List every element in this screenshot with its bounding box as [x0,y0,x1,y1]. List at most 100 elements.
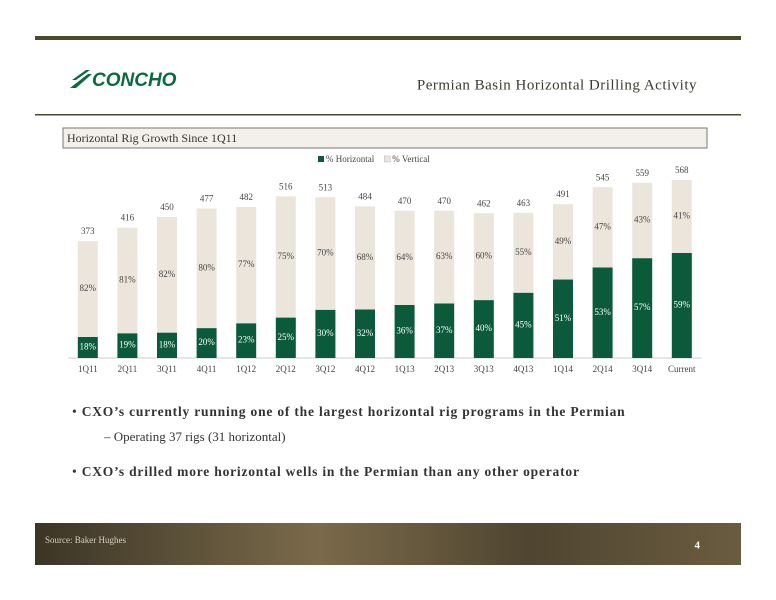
source: Source: Baker Hughes [45,535,126,545]
data-label: 32% [357,328,374,338]
bar-segment [236,206,257,324]
data-label: 60% [476,251,493,261]
data-label: 47% [594,221,611,231]
x-tick-label: 1Q12 [236,364,256,374]
bar-segment [553,279,573,358]
total-label: 484 [358,191,372,201]
data-label: 49% [555,236,572,246]
chart-title: Horizontal Rig Growth Since 1Q11 [67,131,237,145]
data-label: 41% [674,211,691,221]
bar-segment [157,216,177,333]
bar-segment [592,267,613,358]
data-label: 30% [317,328,334,338]
chart-header [62,127,708,149]
data-label: 64% [396,252,413,262]
bar-segment [513,212,534,293]
x-tick-label: 2Q12 [276,364,296,374]
data-label: 40% [476,323,493,333]
bar-segment [632,182,653,259]
logo: CONCHO [92,70,177,91]
total-label: 513 [319,182,333,192]
total-label: 373 [81,226,95,236]
logo-mark [70,70,92,88]
bar-segment [117,227,138,334]
total-label: 559 [635,168,649,178]
total-label: 470 [398,196,412,206]
x-tick-label: 2Q13 [434,364,454,374]
data-label: 57% [634,302,651,312]
total-label: 516 [279,181,293,191]
bar-segment [434,210,455,304]
data-label: 25% [278,332,295,342]
data-label: 45% [515,319,532,329]
bar-segment [196,208,217,329]
data-label: 82% [80,283,97,293]
page-number: 4 [695,540,701,552]
x-tick-label: 1Q11 [78,364,98,374]
data-label: 20% [198,337,215,347]
data-label: 51% [555,313,572,323]
bullet: CXO’s currently running one of the large… [72,404,625,420]
legend-swatch [383,155,391,163]
legend-swatch [318,156,324,162]
x-tick-label: 2Q14 [593,364,613,374]
bar-segment [355,206,375,310]
bar-segment [236,323,257,358]
total-label: 568 [675,165,689,175]
bar-segment [671,252,692,358]
bar-segment [355,309,375,358]
x-tick-label: 1Q14 [553,364,573,374]
bar-segment [434,303,455,358]
data-label: 81% [119,274,136,284]
bar-segment [77,336,98,358]
data-label: 36% [396,326,413,336]
data-label: 37% [436,325,453,335]
bar-segment [394,304,415,358]
bar-segment [671,180,692,253]
legend-label: % Horizontal [326,154,375,164]
data-label: 63% [436,251,453,261]
title-rule [35,114,741,116]
total-label: 450 [160,202,174,212]
total-label: 470 [437,196,451,206]
bar-segment [77,241,98,337]
bar-segment [592,187,613,268]
bar-segment [196,328,217,358]
data-label: 82% [159,269,176,279]
bar-segment [632,258,653,358]
total-label: 416 [121,213,135,223]
bar-segment [117,333,138,358]
x-tick-label: 3Q14 [632,364,652,374]
bar-segment [394,210,415,305]
bar-segment [513,292,534,358]
bar-segment [315,309,336,358]
legend-label: % Vertical [392,154,430,164]
data-label: 18% [80,342,97,352]
data-label: 53% [594,307,611,317]
top-rule [35,36,741,40]
data-label: 68% [357,252,374,262]
data-label: 80% [198,262,215,272]
x-tick-label: 4Q13 [513,364,533,374]
bar-segment [275,196,296,318]
data-label: 23% [238,335,255,345]
bar-segment [315,197,336,310]
bar-segment [275,317,296,358]
x-tick-label: 3Q11 [157,364,177,374]
bar-segment [157,332,177,358]
sub-bullet: Operating 37 rigs (31 horizontal) [104,429,286,445]
data-label: 19% [119,340,136,350]
data-label: 18% [159,339,176,349]
x-tick-label: 1Q13 [395,364,415,374]
data-label: 43% [634,215,651,225]
x-tick-label: Current [668,364,696,374]
total-label: 482 [239,192,253,202]
data-label: 55% [515,247,532,257]
total-label: 462 [477,198,491,208]
data-label: 70% [317,248,334,258]
total-label: 491 [556,189,570,199]
total-label: 477 [200,194,214,204]
footer-texture [35,523,741,565]
